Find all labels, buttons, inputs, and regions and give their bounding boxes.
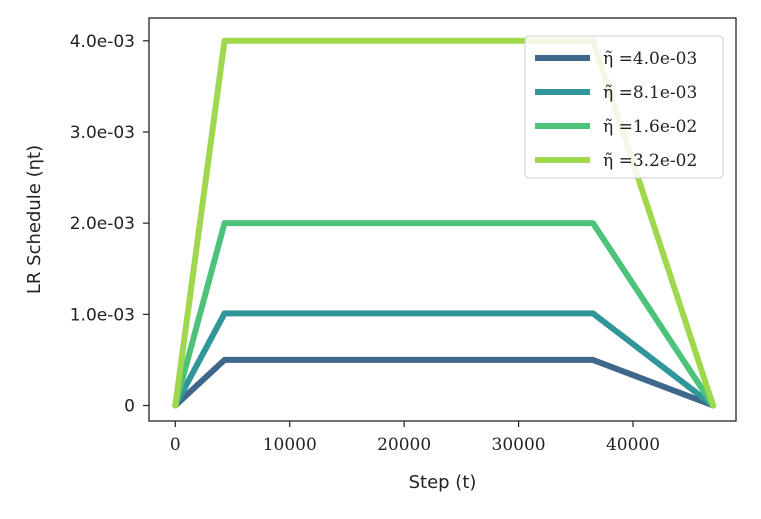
legend-label-3: η̃ =1.6e-02 [603, 117, 697, 137]
series-line-1 [172, 356, 717, 409]
x-tick-label: 30000 [492, 435, 546, 455]
y-tick-label: 2.0e-03 [70, 214, 135, 234]
y-tick-label: 1.0e-03 [70, 305, 135, 325]
series-line-2 [172, 310, 717, 409]
y-tick-label: 4.0e-03 [70, 32, 135, 52]
x-axis-ticks: 0 10000 20000 30000 40000 [170, 421, 660, 455]
legend-box [524, 35, 724, 179]
x-tick-label: 20000 [377, 435, 431, 455]
series-line-4 [172, 37, 717, 409]
x-axis-label: Step (t) [409, 472, 477, 493]
plot-frame [148, 17, 737, 422]
legend-label-4: η̃ =3.2e-02 [603, 151, 697, 171]
y-axis-label: LR Schedule (ηt) [24, 145, 45, 294]
series-lines [172, 37, 717, 409]
legend-label-2: η̃ =8.1e-03 [603, 83, 697, 103]
x-tick-label: 40000 [606, 435, 660, 455]
y-tick-label: 3.0e-03 [70, 123, 135, 143]
series-line-3 [172, 220, 717, 409]
legend: η̃ =4.0e-03 η̃ =8.1e-03 η̃ =1.6e-02 η̃ =3.2… [524, 35, 724, 179]
y-axis-ticks: 0 1.0e-03 2.0e-03 3.0e-03 4.0e-03 [70, 32, 149, 417]
legend-label-1: η̃ =4.0e-03 [603, 49, 697, 69]
x-tick-label: 0 [170, 435, 181, 455]
y-tick-label: 0 [124, 397, 135, 417]
x-tick-label: 10000 [263, 435, 317, 455]
